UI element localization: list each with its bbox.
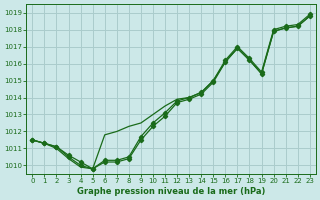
X-axis label: Graphe pression niveau de la mer (hPa): Graphe pression niveau de la mer (hPa) xyxy=(77,187,265,196)
